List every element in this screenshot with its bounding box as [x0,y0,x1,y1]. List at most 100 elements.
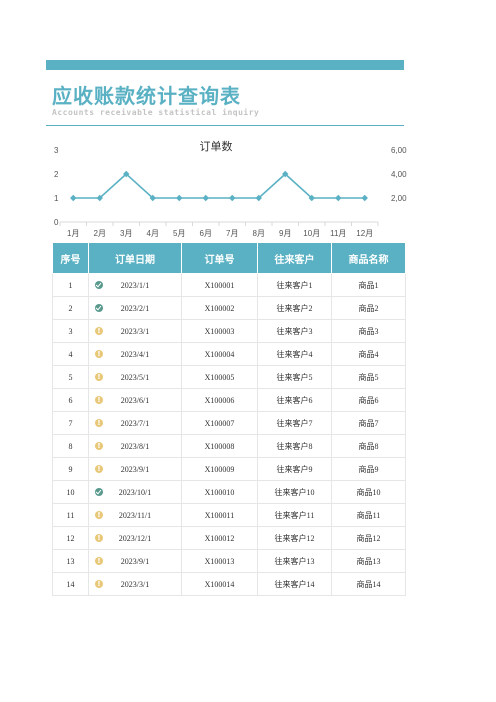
cell-serial: 6 [52,388,89,412]
page-subtitle: Accounts receivable statistical inquiry [52,108,260,117]
cell-customer: 往来客户12 [257,526,332,550]
header-accent-bar [46,60,404,70]
cell-product-name: 商品3 [331,319,406,343]
order-date-text: 2023/11/1 [118,510,152,520]
cell-product-name: 商品6 [331,388,406,412]
cell-order-date: 2023/3/1 [88,572,182,596]
title-divider [46,125,404,126]
warning-circle-icon [95,395,103,405]
y-tick-label: 1 [54,194,59,203]
warning-circle-icon [95,579,103,589]
table-row: 10 2023/10/1 X100010 往来客户10 商品10 [52,480,406,504]
warning-circle-icon [95,556,103,566]
cell-order-date: 2023/9/1 [88,549,182,573]
cell-serial: 13 [52,549,89,573]
cell-product-name: 商品5 [331,365,406,389]
cell-order-date: 2023/2/1 [88,296,182,320]
order-date-text: 2023/5/1 [120,372,150,382]
cell-order-number: X100013 [181,549,258,573]
orders-line-chart: 订单数 0 1 2 3 2,00 4,00 6,00 1月 2月 3月 4月 5月 6月 7月 8月 9月 10月… [54,140,407,238]
check-circle-icon [95,281,103,289]
order-date-text: 2023/3/1 [120,579,150,589]
header-order-date: 订单日期 [88,242,182,274]
cell-customer: 往来客户6 [257,388,332,412]
cell-product-name: 商品14 [331,572,406,596]
data-point [282,170,289,178]
cell-serial: 11 [52,503,89,527]
table-row: 1 2023/1/1 X100001 往来客户1 商品1 [52,273,406,297]
warning-circle-icon [95,533,103,543]
order-date-text: 2023/8/1 [120,441,150,451]
x-tick-label: 6月 [200,229,212,238]
cell-serial: 7 [52,411,89,435]
y-tick-label: 2 [54,170,59,179]
order-date-text: 2023/2/1 [120,303,150,313]
cell-order-date: 2023/1/1 [88,273,182,297]
warning-circle-icon [95,326,103,336]
order-date-text: 2023/10/1 [118,487,152,497]
order-date-text: 2023/7/1 [120,418,150,428]
warning-circle-icon [95,349,103,359]
y-tick-label: 3 [54,146,59,155]
cell-serial: 2 [52,296,89,320]
cell-order-number: X100011 [181,503,258,527]
cell-order-number: X100009 [181,457,258,481]
cell-serial: 4 [52,342,89,366]
cell-order-date: 2023/3/1 [88,319,182,343]
cell-product-name: 商品1 [331,273,406,297]
chart-title: 订单数 [200,140,233,153]
cell-customer: 往来客户4 [257,342,332,366]
x-tick-label: 11月 [330,229,346,238]
cell-product-name: 商品4 [331,342,406,366]
cell-order-date: 2023/9/1 [88,457,182,481]
order-date-text: 2023/1/1 [120,280,150,290]
warning-circle-icon [95,441,103,451]
cell-order-number: X100003 [181,319,258,343]
data-point [361,194,368,202]
cell-customer: 往来客户7 [257,411,332,435]
header-order-number: 订单号 [181,242,258,274]
cell-product-name: 商品7 [331,411,406,435]
cell-product-name: 商品2 [331,296,406,320]
warning-circle-icon [95,510,103,520]
cell-serial: 10 [52,480,89,504]
cell-product-name: 商品10 [331,480,406,504]
page-title: 应收账款统计查询表 [52,86,241,108]
cell-product-name: 商品13 [331,549,406,573]
cell-customer: 往来客户9 [257,457,332,481]
x-tick-label: 5月 [173,229,185,238]
cell-order-date: 2023/7/1 [88,411,182,435]
cell-order-number: X100002 [181,296,258,320]
cell-serial: 12 [52,526,89,550]
cell-customer: 往来客户8 [257,434,332,458]
cell-order-number: X100010 [181,480,258,504]
cell-customer: 往来客户5 [257,365,332,389]
cell-order-number: X100014 [181,572,258,596]
cell-product-name: 商品9 [331,457,406,481]
y2-tick-label: 4,00 [391,170,407,179]
cell-serial: 3 [52,319,89,343]
order-date-text: 2023/9/1 [120,464,150,474]
cell-customer: 往来客户1 [257,273,332,297]
order-date-text: 2023/9/1 [120,556,150,566]
x-tick-label: 8月 [253,229,265,238]
warning-circle-icon [95,418,103,428]
order-date-text: 2023/6/1 [120,395,150,405]
cell-serial: 9 [52,457,89,481]
cell-product-name: 商品12 [331,526,406,550]
warning-circle-icon [95,464,103,474]
data-point [70,194,77,202]
x-tick-label: 10月 [303,229,320,238]
check-circle-icon [95,488,103,496]
y2-tick-label: 6,00 [391,146,407,155]
cell-order-date: 2023/6/1 [88,388,182,412]
x-tick-label: 2月 [94,229,106,238]
header-product-name: 商品名称 [331,242,406,274]
